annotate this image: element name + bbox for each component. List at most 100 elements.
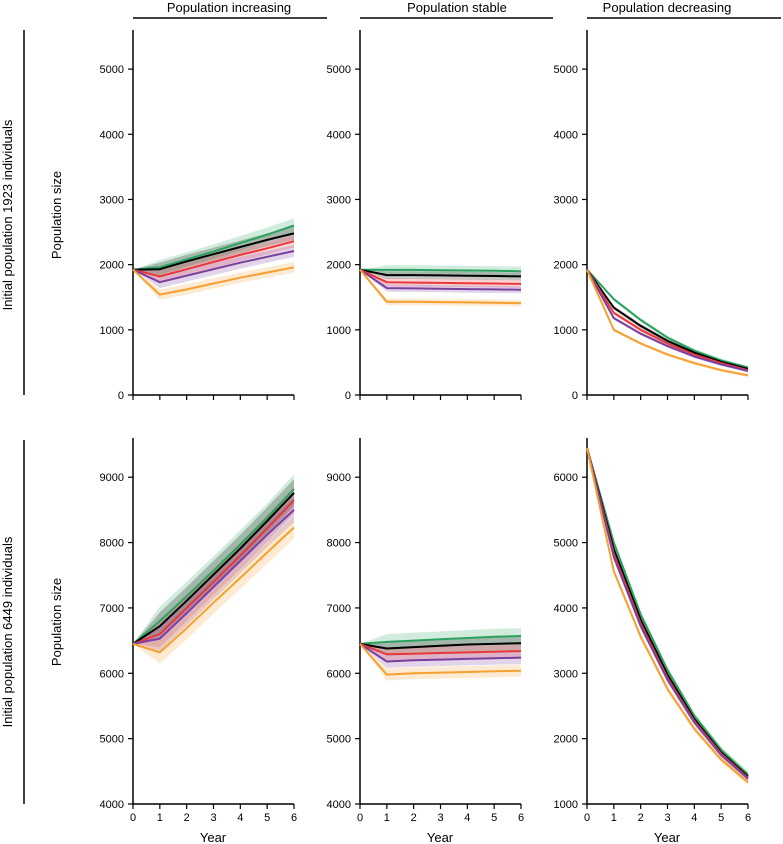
series-confidence-band: [587, 447, 748, 782]
series-confidence-band: [133, 235, 294, 283]
series-line: [586, 447, 749, 778]
series-line: [132, 488, 295, 645]
row-title-1923: Initial population 1923 individuals: [0, 119, 15, 310]
series-line: [359, 268, 522, 278]
x-tick-label: 3: [664, 812, 670, 824]
y-tick-label: 5000: [100, 64, 124, 76]
series-line: [132, 492, 295, 645]
series-confidence-band: [133, 474, 294, 644]
series-line: [132, 499, 295, 645]
y-tick-label: 2000: [554, 734, 578, 746]
y-tick-label: 5000: [327, 734, 351, 746]
y-tick-label: 9000: [100, 472, 124, 484]
x-tick-label: 1: [611, 812, 617, 824]
y-tick-label: 0: [345, 390, 351, 402]
series-line: [359, 635, 522, 645]
y-tick-label: 0: [118, 390, 124, 402]
series-confidence-band: [587, 269, 748, 373]
panel-bottom-right: 1000 2000 3000 4000 5000 6000 0 1 2 3 4 5 6: [554, 438, 751, 824]
y-tick-label: 5000: [554, 64, 578, 76]
panel-bottom-left: 4000 5000 6000 7000 8000 9000 0 1 2 3 4 5 6: [100, 438, 297, 824]
series-line: [586, 447, 749, 780]
series-line: [359, 269, 522, 305]
column-title-increasing: Population increasing: [167, 0, 291, 15]
panel-top-right: 0 1000 2000 3000 4000 5000: [554, 30, 749, 402]
series-line: [586, 447, 749, 776]
panel-bottom-middle: 4000 5000 6000 7000 8000 9000 0 1 2 3 4 5 6: [327, 438, 524, 824]
column-headers: Population increasing Population stable …: [133, 0, 781, 19]
x-tick-label: 4: [237, 812, 243, 824]
series-confidence-band: [587, 447, 748, 778]
series-confidence-band: [133, 218, 294, 275]
series-line: [586, 269, 749, 372]
y-tick-label: 9000: [327, 472, 351, 484]
y-tick-label: 2000: [554, 260, 578, 272]
row-headers: Initial population 1923 individuals Init…: [0, 30, 25, 804]
series-line: [359, 642, 522, 650]
column-title-stable: Population stable: [407, 0, 507, 15]
x-tick-label: 0: [130, 812, 136, 824]
y-tick-label: 5000: [100, 734, 124, 746]
y-tick-label: 4000: [327, 799, 351, 811]
series-line: [132, 250, 295, 284]
series-line: [132, 232, 295, 271]
x-axis-label: Year: [200, 830, 227, 844]
x-axis-label: Year: [654, 830, 681, 844]
y-tick-label: 6000: [327, 668, 351, 680]
y-tick-label: 6000: [100, 668, 124, 680]
series-line: [586, 269, 749, 369]
panel-top-middle: 0 1000 2000 3000 4000 5000: [327, 30, 522, 402]
y-tick-label: 5000: [554, 538, 578, 550]
series-line: [359, 268, 522, 285]
series-line: [132, 509, 295, 645]
y-tick-label: 1000: [327, 325, 351, 337]
x-tick-label: 4: [464, 812, 470, 824]
y-tick-label: 3000: [100, 194, 124, 206]
series-confidence-band: [133, 479, 294, 644]
y-tick-label: 5000: [327, 64, 351, 76]
series-line: [132, 526, 295, 654]
y-tick-label: 1000: [554, 799, 578, 811]
y-tick-label: 8000: [327, 538, 351, 550]
series-line: [586, 269, 749, 372]
y-tick-label: 6000: [554, 472, 578, 484]
series-line: [359, 642, 522, 656]
series-line: [132, 266, 295, 296]
y-tick-label: 2000: [327, 260, 351, 272]
y-axis-label: Population size: [49, 171, 64, 259]
y-tick-label: 3000: [327, 194, 351, 206]
x-axis-label: Year: [427, 830, 454, 844]
y-tick-label: 7000: [327, 603, 351, 615]
series-line: [586, 269, 749, 377]
x-tick-label: 4: [691, 812, 697, 824]
y-tick-label: 1000: [554, 325, 578, 337]
y-tick-label: 8000: [100, 538, 124, 550]
series-line: [359, 643, 522, 663]
series-line: [132, 240, 295, 278]
y-tick-label: 0: [572, 390, 578, 402]
x-tick-label: 2: [184, 812, 190, 824]
y-tick-label: 4000: [100, 129, 124, 141]
y-tick-label: 2000: [100, 260, 124, 272]
series-confidence-band: [587, 269, 748, 373]
series-line: [586, 447, 749, 784]
series-line: [132, 224, 295, 271]
x-tick-label: 0: [584, 812, 590, 824]
series-confidence-band: [360, 643, 521, 669]
x-tick-label: 1: [384, 812, 390, 824]
series-line: [586, 447, 749, 779]
series-line: [359, 643, 522, 676]
x-tick-label: 3: [437, 812, 443, 824]
y-tick-label: 3000: [554, 668, 578, 680]
x-tick-label: 5: [264, 812, 270, 824]
column-title-decreasing: Population decreasing: [603, 0, 732, 15]
series-line: [359, 268, 522, 291]
x-tick-label: 1: [157, 812, 163, 824]
x-tick-label: 5: [718, 812, 724, 824]
series-confidence-band: [133, 262, 294, 300]
series-confidence-band: [587, 447, 748, 780]
series-confidence-band: [587, 447, 748, 782]
y-tick-label: 4000: [100, 799, 124, 811]
y-tick-label: 3000: [554, 194, 578, 206]
